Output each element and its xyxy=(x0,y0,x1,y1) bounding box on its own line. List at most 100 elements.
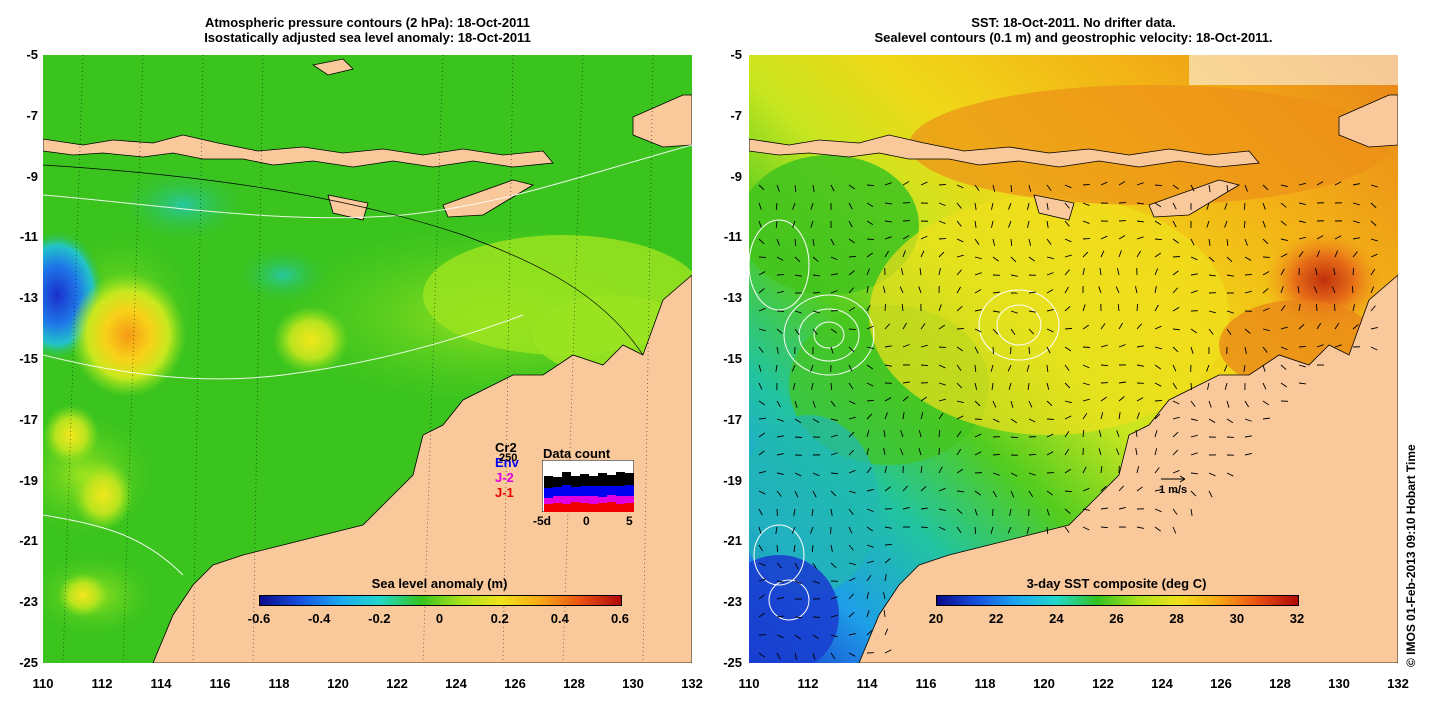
velocity-arrow xyxy=(956,184,964,189)
velocity-arrow xyxy=(830,490,837,497)
velocity-arrow xyxy=(758,652,765,658)
velocity-arrow xyxy=(848,255,857,258)
data-count-bar xyxy=(562,485,571,496)
velocity-arrow xyxy=(1262,202,1266,210)
velocity-arrow xyxy=(775,202,778,211)
data-count-bar xyxy=(580,503,589,512)
velocity-arrow xyxy=(1280,268,1285,276)
velocity-arrow xyxy=(1172,238,1179,244)
right-x-tick: 132 xyxy=(1387,676,1409,691)
velocity-arrow xyxy=(1028,291,1036,294)
velocity-arrow xyxy=(830,238,835,246)
velocity-arrow xyxy=(1154,346,1162,350)
velocity-arrow xyxy=(1172,364,1177,372)
inset-x-tick-1: 0 xyxy=(583,514,590,528)
right-colorbar-tick: 30 xyxy=(1229,611,1245,626)
velocity-arrow xyxy=(1118,412,1121,420)
velocity-arrow xyxy=(830,562,837,569)
velocity-arrow xyxy=(794,580,802,585)
left-y-tick: -25 xyxy=(19,655,38,670)
velocity-arrow xyxy=(974,364,977,373)
velocity-arrow xyxy=(776,562,782,569)
velocity-arrow xyxy=(938,346,947,349)
velocity-arrow xyxy=(812,238,815,246)
velocity-arrow xyxy=(974,220,977,228)
velocity-arrow xyxy=(830,472,839,475)
velocity-arrow xyxy=(1046,400,1053,407)
velocity-arrow xyxy=(1262,382,1267,390)
velocity-arrow xyxy=(848,544,854,551)
velocity-arrow xyxy=(1370,253,1378,258)
velocity-arrow xyxy=(812,400,816,408)
data-count-bar xyxy=(625,473,634,485)
velocity-arrow xyxy=(920,507,928,510)
left-colorbar xyxy=(259,595,622,606)
velocity-arrow xyxy=(776,490,782,497)
velocity-arrow xyxy=(866,184,875,187)
velocity-arrow xyxy=(1064,490,1073,493)
velocity-arrow xyxy=(956,346,964,352)
velocity-arrow xyxy=(1334,235,1342,240)
velocity-arrow xyxy=(1172,202,1177,210)
velocity-arrow xyxy=(1154,508,1162,513)
velocity-arrow xyxy=(1172,184,1179,190)
right-panel-title-1: SST: 18-Oct-2011. No drifter data. xyxy=(971,15,1176,30)
velocity-arrow xyxy=(830,273,838,276)
velocity-arrow xyxy=(758,544,764,552)
velocity-arrow xyxy=(1027,202,1030,210)
velocity-arrow xyxy=(883,448,886,456)
velocity-arrow xyxy=(1154,430,1158,438)
velocity-arrow xyxy=(848,449,855,456)
velocity-arrow xyxy=(1172,307,1180,312)
velocity-arrow xyxy=(848,490,856,494)
velocity-arrow xyxy=(956,306,963,312)
velocity-arrow xyxy=(792,382,796,390)
velocity-arrow xyxy=(974,508,978,516)
velocity-arrow xyxy=(920,485,927,492)
velocity-arrow xyxy=(1190,382,1193,391)
data-count-inset: Cr2 Env J-2 J-1 250 Data count -5d 0 5 xyxy=(495,440,640,530)
velocity-arrow xyxy=(1136,182,1144,186)
velocity-arrow xyxy=(776,652,781,660)
velocity-arrow xyxy=(883,609,886,618)
velocity-arrow xyxy=(1064,448,1070,456)
velocity-arrow xyxy=(794,328,800,335)
velocity-arrow xyxy=(884,628,889,636)
velocity-arrow xyxy=(956,508,963,514)
velocity-arrow xyxy=(1154,268,1159,276)
data-count-bar xyxy=(607,495,616,502)
velocity-arrow xyxy=(830,614,838,618)
velocity-arrow xyxy=(830,634,838,638)
data-count-bar xyxy=(589,496,598,504)
velocity-arrow xyxy=(1315,303,1318,312)
velocity-arrow xyxy=(902,235,910,240)
velocity-arrow xyxy=(884,558,891,564)
right-x-tick: 114 xyxy=(856,676,878,691)
velocity-arrow xyxy=(1100,235,1108,240)
velocity-arrow xyxy=(992,310,1000,313)
right-x-tick: 126 xyxy=(1210,676,1232,691)
velocity-arrow xyxy=(1298,202,1306,205)
velocity-arrow xyxy=(810,526,814,534)
velocity-arrow xyxy=(776,418,784,422)
velocity-arrow xyxy=(920,526,929,529)
velocity-arrow xyxy=(1064,254,1072,258)
velocity-arrow xyxy=(1316,344,1324,348)
velocity-arrow xyxy=(848,593,855,600)
velocity-arrow xyxy=(974,256,982,260)
velocity-arrow xyxy=(1064,508,1071,514)
right-colorbar xyxy=(936,595,1299,606)
velocity-arrow xyxy=(1351,285,1354,294)
velocity-arrow xyxy=(794,400,798,408)
velocity-arrow xyxy=(758,508,763,516)
velocity-arrow xyxy=(1027,382,1030,390)
legend-j1: J-1 xyxy=(495,485,514,500)
velocity-arrow xyxy=(794,562,799,570)
data-count-bar xyxy=(553,477,562,487)
data-count-bar xyxy=(580,496,589,503)
velocity-arrow xyxy=(758,578,766,582)
velocity-arrow xyxy=(974,346,979,354)
velocity-arrow xyxy=(1115,448,1120,456)
velocity-arrow xyxy=(794,616,803,619)
velocity-arrow xyxy=(848,562,856,566)
